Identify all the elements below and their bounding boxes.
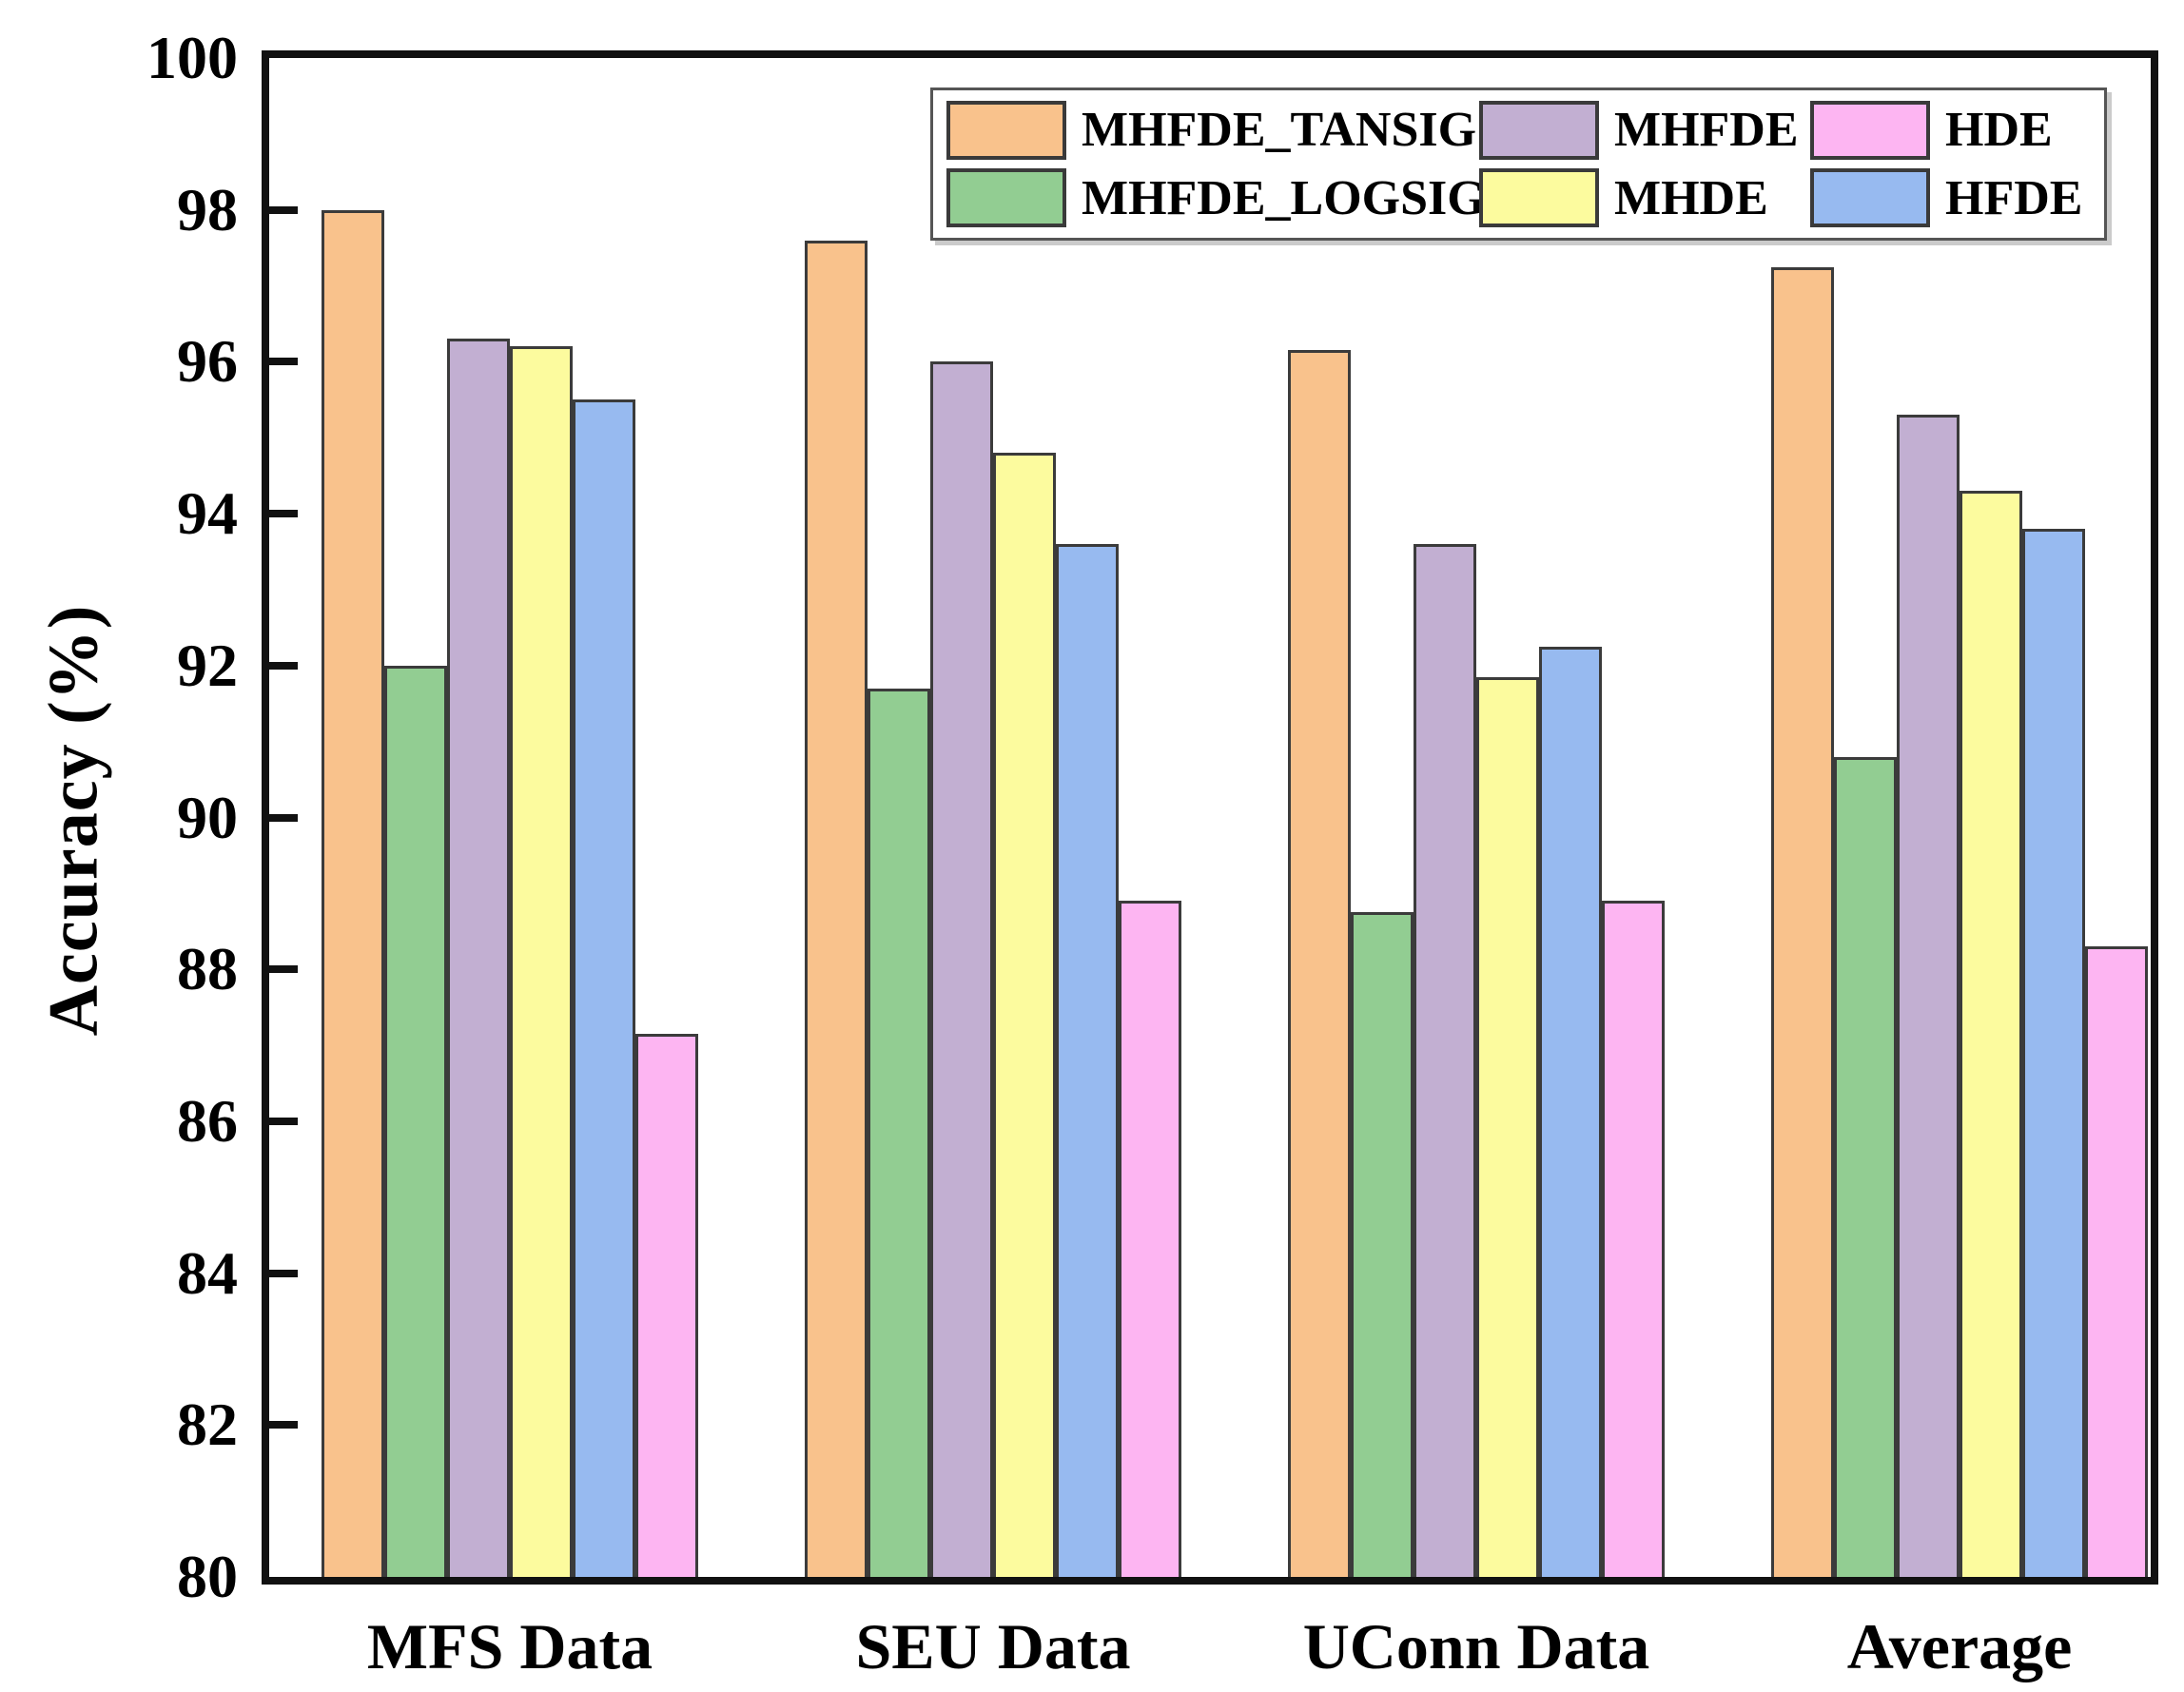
y-tick-mark-86 [269,1117,298,1125]
bar-mhfde-uconn-data [1414,544,1476,1577]
y-tick-label-100: 100 [146,24,238,91]
bar-mhfde-logsig-seu-data [868,688,930,1577]
y-tick-mark-94 [269,510,298,518]
bar-group-mfs-data [322,58,698,1577]
legend: MHFDE_TANSIG MHFDE HDE MHFDE_LOGSIG MHDE HFDE [930,88,2107,241]
bar-hfde-uconn-data [1539,646,1602,1577]
bar-hde-average [2085,946,2148,1577]
legend-item-mhfde-logsig: MHFDE_LOGSIG [946,168,1486,228]
y-tick-mark-92 [269,661,298,670]
y-tick-mark-90 [269,813,298,822]
legend-item-mhfde: MHFDE [1479,100,1810,160]
legend-item-mhde: MHDE [1479,168,1810,228]
bar-mhde-mfs-data [510,346,573,1577]
bar-mhfde-average [1897,415,1960,1577]
bar-mhfde-tansig-seu-data [805,240,868,1577]
y-tick-label-90: 90 [177,783,238,851]
y-tick-label-84: 84 [177,1238,238,1307]
x-category-label-mfs-data: MFS Data [366,1610,653,1682]
legend-label-mhde: MHDE [1614,170,1768,225]
bar-hfde-seu-data [1056,544,1119,1577]
bar-hde-uconn-data [1602,901,1665,1577]
bar-mhfde-tansig-mfs-data [322,209,384,1577]
y-tick-mark-88 [269,965,298,974]
legend-label-mhfde: MHFDE [1614,103,1799,158]
y-tick-mark-84 [269,1269,298,1277]
bar-mhfde-logsig-average [1834,756,1897,1577]
y-tick-label-82: 82 [177,1391,238,1459]
legend-label-hde: HDE [1945,103,2053,158]
bar-mhfde-tansig-uconn-data [1288,350,1351,1577]
y-tick-mark-82 [269,1421,298,1429]
bar-mhde-average [1960,491,2022,1577]
legend-item-mhfde-tansig: MHFDE_TANSIG [946,100,1479,160]
y-tick-label-92: 92 [177,631,238,699]
y-tick-mark-98 [269,205,298,214]
legend-swatch-mhfde-logsig [946,168,1066,228]
bar-group-uconn-data [1288,58,1665,1577]
legend-item-hde: HDE [1810,100,2098,160]
bar-group-average [1771,58,2148,1577]
legend-swatch-hde [1810,100,1930,160]
x-category-label-uconn-data: UConn Data [1302,1610,1650,1682]
bar-mhfde-logsig-uconn-data [1351,912,1414,1577]
y-tick-label-88: 88 [177,935,238,1003]
bar-mhfde-mfs-data [447,339,510,1577]
bar-hfde-mfs-data [573,399,635,1577]
legend-swatch-mhde [1479,168,1599,228]
legend-label-hfde: HFDE [1945,170,2083,225]
x-category-label-average: Average [1846,1610,2073,1682]
y-tick-label-94: 94 [177,479,238,548]
plot-area [262,50,2158,1585]
bar-mhfde-tansig-average [1771,266,1834,1577]
y-tick-label-98: 98 [177,175,238,243]
y-tick-label-86: 86 [177,1086,238,1155]
legend-label-mhfde-tansig: MHFDE_TANSIG [1082,103,1477,158]
bar-hfde-average [2022,529,2085,1577]
x-category-label-seu-data: SEU Data [855,1610,1131,1682]
bar-group-seu-data [805,58,1181,1577]
bar-mhfde-logsig-mfs-data [384,665,447,1577]
y-tick-label-96: 96 [177,327,238,396]
y-tick-label-80: 80 [177,1543,238,1610]
y-tick-mark-96 [269,358,298,366]
bar-mhde-uconn-data [1476,676,1539,1577]
legend-label-mhfde-logsig: MHFDE_LOGSIG [1082,170,1486,225]
bar-mhfde-seu-data [930,361,993,1577]
legend-swatch-hfde [1810,168,1930,228]
legend-item-hfde: HFDE [1810,168,2098,228]
legend-swatch-mhfde [1479,100,1599,160]
bar-hde-mfs-data [635,1034,698,1577]
bar-mhde-seu-data [993,453,1056,1577]
legend-swatch-mhfde-tansig [946,100,1066,160]
bar-hde-seu-data [1119,901,1181,1577]
